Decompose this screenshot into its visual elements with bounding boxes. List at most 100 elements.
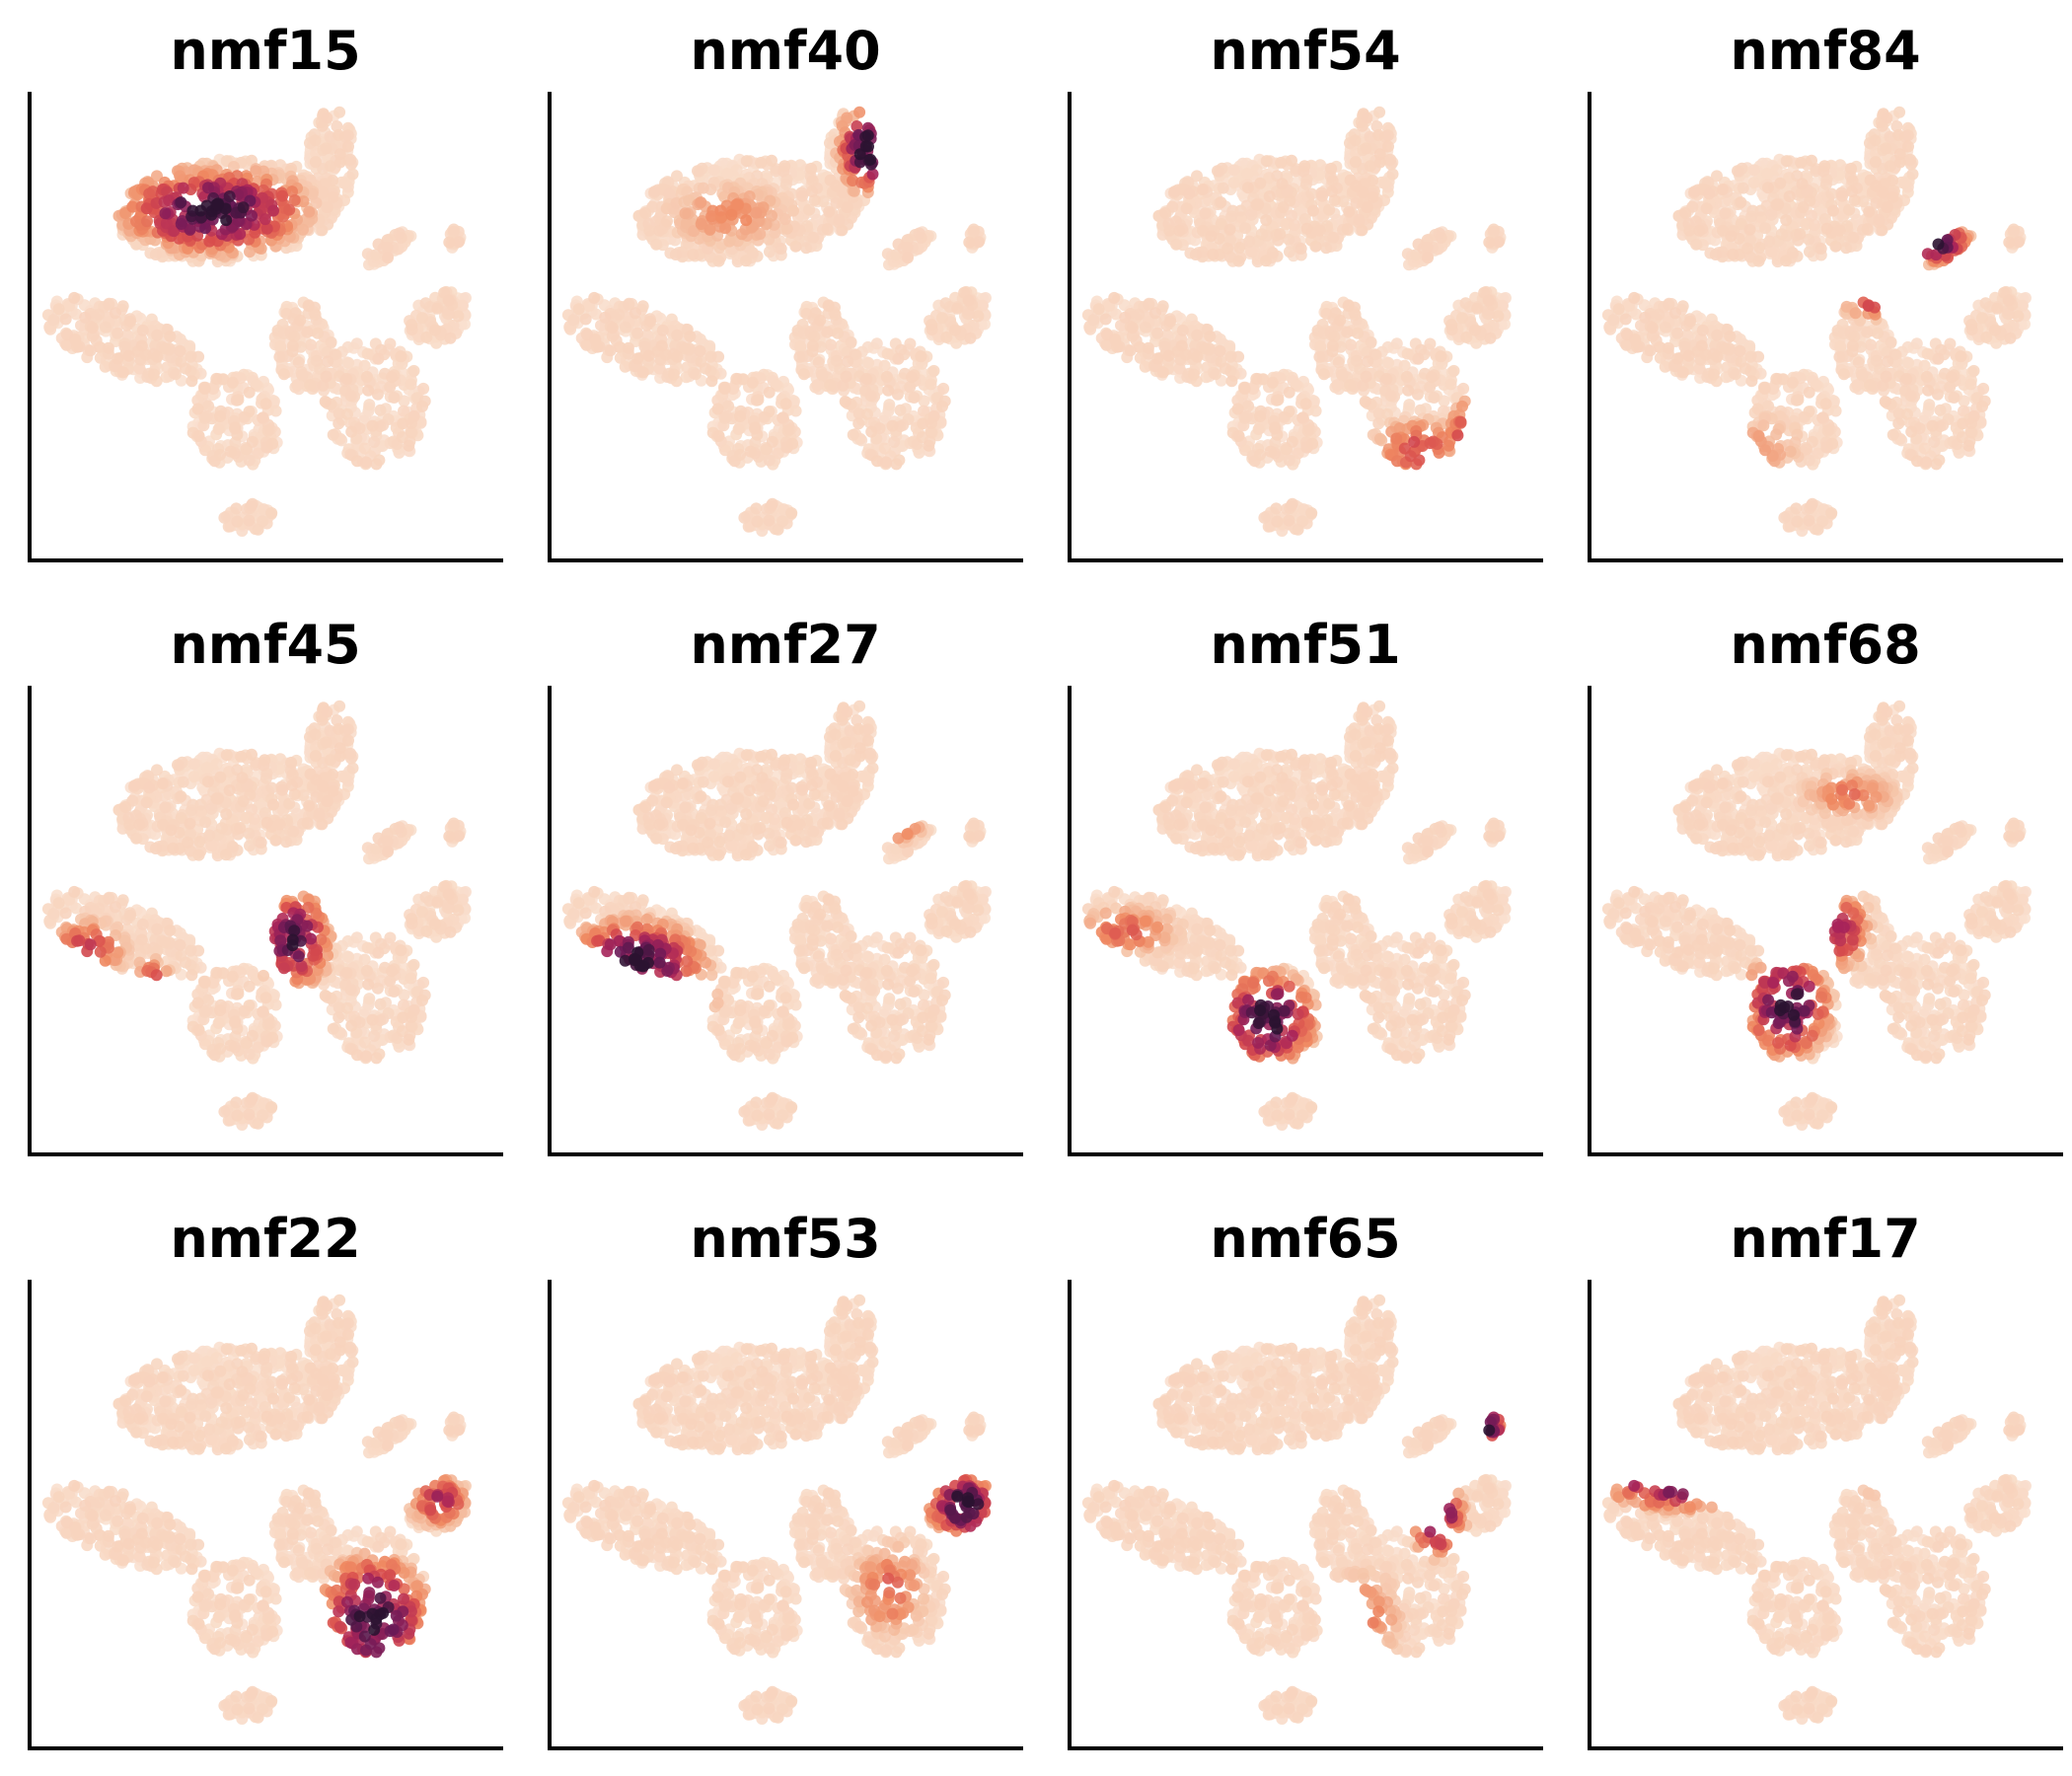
scatter-point [878, 359, 891, 372]
scatter-point [806, 339, 819, 352]
scatter-point [191, 403, 204, 415]
scatter-point [1151, 352, 1164, 365]
scatter-point [452, 310, 465, 323]
scatter-point [894, 404, 907, 416]
scatter-point [310, 354, 323, 367]
scatter-point [86, 322, 99, 334]
scatter-point [1380, 373, 1393, 385]
scatter-point [888, 435, 901, 448]
scatter-point [711, 403, 724, 415]
scatter-point [202, 182, 214, 194]
scatter-point [245, 499, 258, 512]
scatter-point [1284, 194, 1296, 207]
scatter-point [257, 515, 269, 528]
scatter-point [321, 201, 333, 214]
scatter-point [862, 140, 874, 153]
scatter-point [1341, 223, 1354, 236]
scatter-point [345, 425, 358, 438]
scatter-point [1151, 327, 1164, 339]
scatter-point [122, 349, 135, 362]
scatter-point [777, 515, 789, 528]
scatter-point [917, 417, 929, 430]
scatter-point [1306, 437, 1319, 450]
scatter-point [1341, 326, 1354, 338]
scatter-point [927, 364, 940, 377]
scatter-point [1283, 514, 1295, 527]
scatter-point [1353, 213, 1366, 226]
scatter-point [1199, 207, 1212, 220]
scatter-point [730, 198, 743, 211]
scatter-point [1180, 202, 1193, 215]
scatter-point [147, 368, 160, 381]
scatter-point [842, 355, 854, 368]
scatter-point [1217, 182, 1229, 194]
scatter-point [781, 424, 794, 437]
scatter-point [360, 371, 373, 383]
scatter-point [1254, 410, 1267, 422]
scatter-point [1447, 364, 1460, 377]
scatter-point [1403, 399, 1416, 411]
scatter-point [861, 407, 873, 420]
scatter-point [309, 134, 322, 147]
scatter-point [712, 430, 725, 442]
scatter-point [785, 507, 798, 519]
scatter-point [203, 235, 216, 248]
scatter-point [192, 430, 205, 442]
scatter-point [1469, 324, 1481, 336]
scatter-point [1232, 255, 1245, 267]
scatter-point [667, 368, 680, 381]
scatter-point [261, 424, 274, 437]
scatter-point [712, 350, 725, 363]
scatter-point [740, 155, 753, 168]
scatter-point [1263, 190, 1276, 202]
scatter-point [344, 153, 357, 166]
scatter-point [110, 307, 121, 320]
scatter-point [1183, 187, 1196, 200]
scatter-point [1456, 400, 1468, 412]
scatter-point [214, 448, 227, 461]
scatter-point [205, 208, 218, 221]
scatter-point [111, 352, 124, 365]
scatter-point [1260, 255, 1272, 267]
scatter-point [732, 423, 745, 435]
scatter-point [1298, 160, 1311, 173]
scatter-point [730, 372, 743, 385]
scatter-point [1365, 335, 1377, 348]
scatter-points [561, 106, 992, 537]
scatter-point [1352, 327, 1364, 339]
scatter-point [243, 514, 256, 527]
scatter-point [388, 392, 401, 404]
scatter-point [1254, 177, 1267, 189]
scatter-point [84, 344, 97, 357]
scatter-point [734, 410, 747, 422]
scatter-point [277, 368, 290, 381]
scatter-point [320, 142, 333, 155]
scatter-point [1164, 315, 1177, 328]
scatter-point [47, 314, 60, 327]
scatter-point [750, 502, 763, 515]
scatter-point [1126, 322, 1139, 334]
scatter-point [100, 321, 111, 333]
scatter-point [1209, 368, 1221, 381]
scatter-point [1296, 411, 1309, 424]
scatter-point [951, 302, 964, 315]
scatter-point [220, 214, 233, 227]
scatter-point [902, 252, 914, 264]
scatter-point [663, 187, 676, 200]
scatter-point [1238, 383, 1251, 395]
scatter-point [218, 511, 231, 524]
scatter-point [174, 344, 186, 357]
scatter-point [1140, 321, 1151, 333]
scatter-point [591, 340, 604, 353]
scatter-point [194, 204, 207, 217]
scatter-point [755, 156, 768, 169]
scatter-point [230, 502, 243, 515]
scatter-point [886, 419, 899, 432]
scatter-point [812, 356, 825, 369]
scatter-point [111, 327, 124, 339]
scatter-point [151, 329, 164, 341]
scatter-point [1196, 184, 1209, 195]
scatter-point [397, 417, 409, 430]
scatter-point [963, 236, 976, 249]
